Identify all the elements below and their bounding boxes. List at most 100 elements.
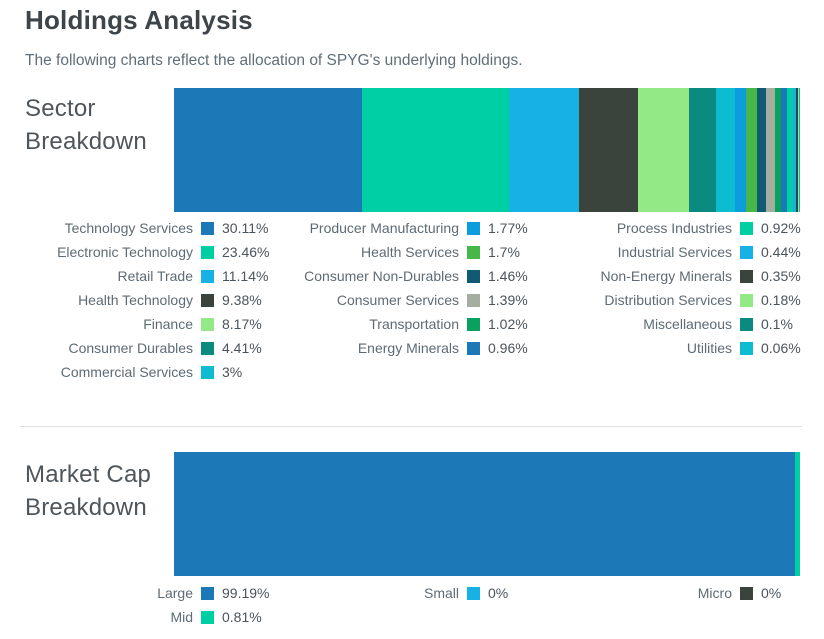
- legend-color-swatch: [201, 269, 214, 283]
- market-cap-breakdown-bar: [174, 452, 800, 576]
- legend-row-utilities: Utilities 0.06%: [548, 336, 801, 360]
- legend-value: 1.7%: [488, 244, 520, 260]
- bar-segment-commercial-services[interactable]: [716, 88, 736, 212]
- legend-value: 0.35%: [761, 268, 801, 284]
- legend-label: Utilities: [686, 340, 732, 356]
- legend-color-swatch: [467, 221, 480, 235]
- legend-value: 4.41%: [222, 340, 262, 356]
- legend-label: Finance: [143, 316, 193, 332]
- legend-color-swatch: [467, 269, 480, 283]
- bar-segment-consumer-services[interactable]: [765, 88, 775, 212]
- legend-value: 30.11%: [222, 220, 269, 236]
- legend-row-technology-services: Technology Services 30.11%: [25, 216, 282, 240]
- legend-color-swatch: [201, 365, 214, 379]
- legend-label: Consumer Non-Durables: [304, 268, 459, 284]
- legend-color-swatch: [201, 293, 214, 307]
- legend-label: Producer Manufacturing: [309, 220, 459, 236]
- legend-value: 0%: [488, 585, 509, 601]
- legend-label: Technology Services: [64, 220, 193, 236]
- bar-segment-health-technology[interactable]: [578, 88, 638, 212]
- legend-label: Retail Trade: [117, 268, 193, 284]
- legend-value: 3%: [222, 364, 243, 380]
- legend-value: 0.92%: [761, 220, 801, 236]
- legend-color-swatch: [740, 586, 753, 600]
- legend-column: Technology Services 30.11% Electronic Tech…: [25, 216, 282, 384]
- legend-value: 0.1%: [761, 316, 793, 332]
- legend-row-consumer-services: Consumer Services 1.39%: [282, 288, 548, 312]
- legend-color-swatch: [201, 586, 214, 600]
- bar-segment-consumer-non-durables[interactable]: [756, 88, 766, 212]
- legend-row-distribution-services: Distribution Services 0.18%: [548, 288, 800, 312]
- legend-label: Small: [423, 585, 459, 601]
- legend-value: 9.38%: [222, 292, 262, 308]
- legend-label: Health Services: [360, 244, 459, 260]
- legend-value: 0.06%: [761, 340, 801, 356]
- legend-value: 0%: [761, 585, 782, 601]
- legend-row-commercial-services: Commercial Services 3%: [25, 360, 282, 384]
- legend-row-mid: Mid 0.81%: [25, 605, 282, 629]
- legend-column: Large 99.19% Mid 0.81%: [25, 581, 282, 629]
- legend-color-swatch: [740, 317, 753, 331]
- legend-column: Producer Manufacturing 1.77% Health Servic…: [282, 216, 548, 384]
- legend-value: 1.77%: [488, 220, 528, 236]
- legend-color-swatch: [740, 245, 753, 259]
- legend-row-health-services: Health Services 1.7%: [282, 240, 548, 264]
- legend-label: Miscellaneous: [643, 316, 732, 332]
- bar-segment-producer-manufacturing[interactable]: [735, 88, 747, 212]
- legend-row-large: Large 99.19%: [25, 581, 282, 605]
- legend-value: 23.46%: [222, 244, 270, 260]
- legend-label: Large: [157, 585, 193, 601]
- legend-label: Commercial Services: [60, 364, 193, 380]
- legend-column: Micro 0%: [548, 581, 800, 629]
- legend-row-consumer-durables: Consumer Durables 4.41%: [25, 336, 282, 360]
- legend-label: Transportation: [369, 316, 459, 332]
- legend-label: Industrial Services: [617, 244, 732, 260]
- page-subtitle: The following charts reflect the allocat…: [25, 52, 523, 69]
- bar-segment-large[interactable]: [174, 452, 795, 576]
- legend-label: Non-Energy Minerals: [600, 268, 733, 284]
- legend-label: Health Technology: [78, 292, 193, 308]
- legend-color-swatch: [740, 269, 753, 283]
- legend-color-swatch: [201, 317, 214, 331]
- bar-segment-industrial-services[interactable]: [792, 88, 796, 212]
- legend-label: Process Industries: [616, 220, 732, 236]
- legend-row-small: Small 0%: [282, 581, 548, 605]
- legend-value: 0.96%: [488, 340, 528, 356]
- legend-value: 0.81%: [222, 609, 262, 625]
- legend-label: Consumer Services: [336, 292, 459, 308]
- legend-value: 11.14%: [222, 268, 269, 284]
- legend-row-non-energy-minerals: Non-Energy Minerals 0.35%: [548, 264, 801, 288]
- legend-color-swatch: [201, 245, 214, 259]
- legend-value: 1.46%: [488, 268, 528, 284]
- legend-row-retail-trade: Retail Trade 11.14%: [25, 264, 282, 288]
- bar-segment-electronic-technology[interactable]: [362, 88, 510, 212]
- bar-segment-retail-trade[interactable]: [509, 88, 579, 212]
- legend-row-producer-manufacturing: Producer Manufacturing 1.77%: [282, 216, 548, 240]
- legend-color-swatch: [467, 586, 480, 600]
- legend-color-swatch: [467, 245, 480, 259]
- section-divider: [20, 426, 802, 427]
- bar-segment-health-services[interactable]: [746, 88, 757, 212]
- bar-segment-distribution-services[interactable]: [797, 88, 799, 212]
- bar-segment-technology-services[interactable]: [174, 88, 363, 212]
- bar-segment-miscellaneous[interactable]: [798, 88, 800, 212]
- legend-color-swatch: [467, 293, 480, 307]
- legend-label: Micro: [697, 585, 732, 601]
- bar-segment-mid[interactable]: [794, 452, 800, 576]
- legend-column: Small 0%: [282, 581, 548, 629]
- legend-row-transportation: Transportation 1.02%: [282, 312, 548, 336]
- market-cap-breakdown-title: Market Cap Breakdown: [25, 461, 152, 521]
- bar-segment-energy-minerals[interactable]: [781, 88, 788, 212]
- bar-segment-non-energy-minerals[interactable]: [795, 88, 798, 212]
- bar-segment-process-industries[interactable]: [787, 88, 793, 212]
- legend-row-industrial-services: Industrial Services 0.44%: [548, 240, 801, 264]
- bar-segment-transportation[interactable]: [774, 88, 782, 212]
- bar-segment-consumer-durables[interactable]: [688, 88, 717, 212]
- legend-label: Mid: [170, 609, 193, 625]
- legend-label: Consumer Durables: [68, 340, 194, 356]
- legend-column: Process Industries 0.92% Industrial Servic…: [548, 216, 801, 384]
- market-cap-breakdown-legend: Large 99.19% Mid 0.81% Small 0% Micro 0%: [25, 581, 800, 629]
- bar-segment-finance[interactable]: [637, 88, 689, 212]
- legend-row-electronic-technology: Electronic Technology 23.46%: [25, 240, 282, 264]
